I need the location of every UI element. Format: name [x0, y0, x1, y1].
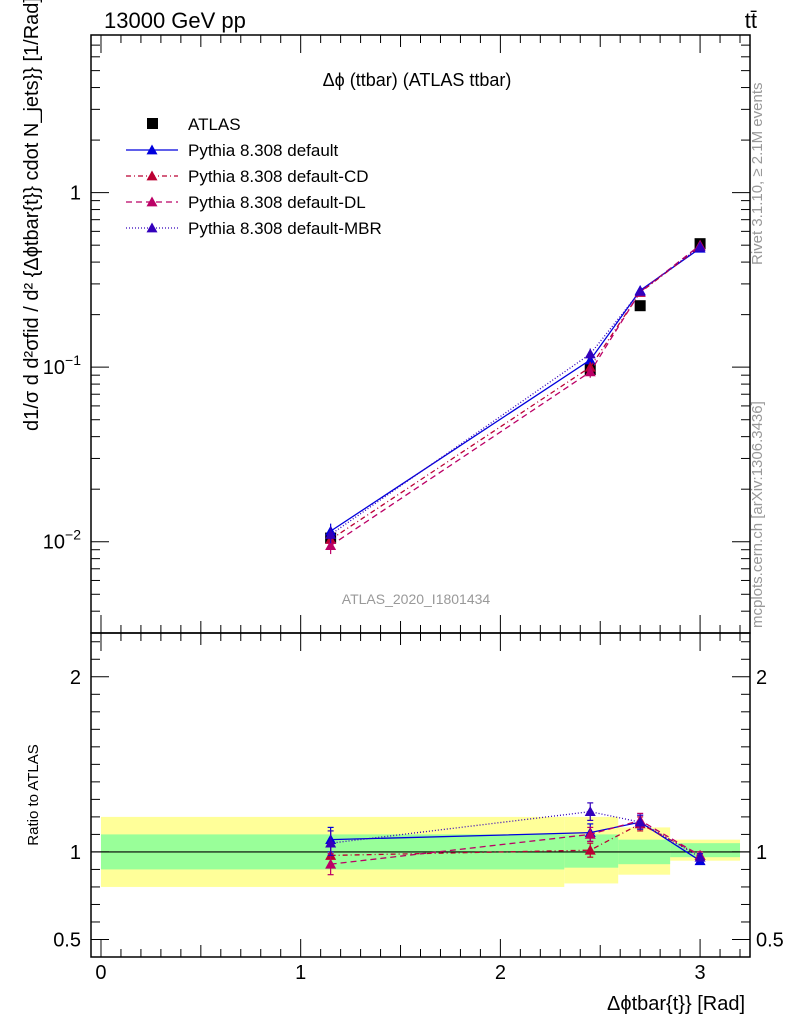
- legend: ATLAS Pythia 8.308 default Pythia 8.308 de…: [126, 115, 382, 238]
- legend-entry: Pythia 8.308 default-DL: [126, 193, 366, 212]
- series-point: [634, 285, 646, 296]
- ratio-point: [584, 844, 596, 855]
- series-point: [325, 540, 337, 551]
- series-point: [694, 241, 706, 252]
- x-tick-label: 1: [295, 962, 306, 984]
- energy-label: 13000 GeV pp: [104, 8, 246, 33]
- series-point: [325, 529, 337, 539]
- ratio-point: [325, 858, 337, 869]
- ratio-y-tick-label: 0.5: [53, 929, 81, 951]
- legend-label: Pythia 8.308 default-MBR: [188, 219, 382, 238]
- series-line: [330, 244, 701, 547]
- series-point: [584, 366, 596, 377]
- legend-marker: [146, 144, 158, 155]
- legend-entry: Pythia 8.308 default-CD: [126, 167, 369, 186]
- rivet-label: Rivet 3.1.10, ≥ 2.1M events: [749, 83, 766, 266]
- ratio-point: [584, 806, 596, 817]
- legend-entry: Pythia 8.308 default: [126, 141, 339, 160]
- x-tick-label: 2: [495, 962, 506, 984]
- y-tick-label: 1: [70, 183, 81, 205]
- ratio-series-line: [330, 819, 701, 865]
- series-point: [584, 348, 596, 359]
- legend-marker: [146, 196, 158, 207]
- series-line: [330, 247, 701, 532]
- main-plot-panel: 10−2 10−1 1 Δϕ (ttbar) (ATLAS ttbar) ATLAS…: [21, 0, 751, 634]
- ratio-y-axis-label: Ratio to ATLAS: [25, 744, 42, 845]
- legend-label: Pythia 8.308 default-DL: [188, 193, 366, 212]
- ratio-y-tick-label-right: 0.5: [756, 929, 784, 951]
- legend-entry: ATLAS: [147, 115, 241, 134]
- legend-label: ATLAS: [188, 115, 241, 134]
- stat-uncertainty-band: [670, 843, 741, 858]
- main-plot-title: Δϕ (ttbar) (ATLAS ttbar): [323, 70, 512, 90]
- process-label: tt̄: [745, 8, 757, 33]
- ratio-y-tick-label-right: 1: [756, 842, 767, 864]
- legend-entry: Pythia 8.308 default-MBR: [126, 219, 382, 238]
- ratio-point: [584, 828, 596, 839]
- mc-series-0: [325, 242, 706, 540]
- series-line: [330, 246, 701, 536]
- ratio-series-line: [330, 821, 701, 862]
- mc-series-1: [325, 241, 706, 548]
- legend-label: Pythia 8.308 default-CD: [188, 167, 369, 186]
- legend-marker: [147, 118, 158, 129]
- legend-marker: [146, 222, 158, 233]
- ratio-point: [325, 837, 337, 848]
- x-tick-label: 3: [695, 962, 706, 984]
- ratio-point: [694, 851, 706, 862]
- series-line: [330, 246, 701, 541]
- x-tick-label: 0: [95, 962, 106, 984]
- analysis-watermark: ATLAS_2020_I1801434: [342, 591, 491, 607]
- mc-series-3: [325, 241, 706, 544]
- ratio-y-tick-label-right: 2: [756, 667, 767, 689]
- y-tick-label: 10−1: [43, 352, 81, 379]
- x-axis-label: Δϕtbar{t}} [Rad]: [607, 993, 745, 1015]
- atlas-data-point: [634, 300, 646, 312]
- legend-marker: [146, 170, 158, 181]
- ratio-y-tick-label: 2: [70, 667, 81, 689]
- ratio-plot-panel: 0.5 0.5 1 1 2 2 0 1 2 3 Ratio to ATLAS Δϕtbar{t}}…: [25, 632, 784, 1015]
- ratio-y-tick-label: 1: [70, 842, 81, 864]
- ratio-point: [634, 816, 646, 827]
- main-y-axis-label: d1/σ d d²σfid / d² {Δϕtbar{t}} cdot N_je…: [21, 0, 43, 431]
- ratio-series-line: [330, 823, 701, 857]
- ratio-plot-frame: [90, 632, 751, 958]
- mcplots-label: mcplots.cern.ch [arXiv:1306.3436]: [749, 401, 766, 628]
- main-y-axis-label-text: d1/σ d d²σfid / d² {Δϕtbar{t}} cdot N_je…: [21, 0, 43, 431]
- y-tick-label: 10−2: [43, 527, 81, 554]
- ratio-series-3: [325, 802, 706, 862]
- legend-label: Pythia 8.308 default: [188, 141, 339, 160]
